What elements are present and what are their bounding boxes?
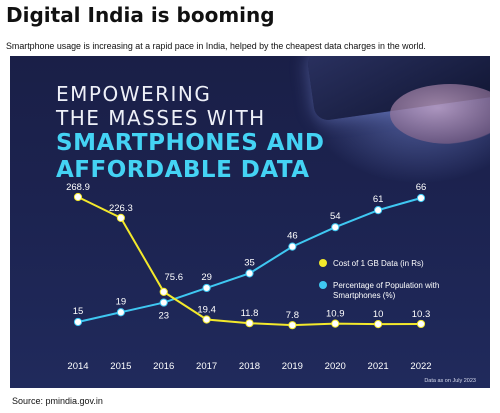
x-tick-label: 2018	[239, 361, 260, 372]
legend-smartphone-share-swatch	[319, 281, 327, 289]
data-cost-point	[159, 287, 168, 296]
data-cost-point	[331, 319, 340, 328]
smartphone-share-label: 54	[330, 211, 341, 222]
x-tick-label: 2020	[325, 361, 346, 372]
data-cost-label: 10.9	[326, 309, 345, 320]
smartphone-share-point	[416, 193, 426, 203]
smartphone-share-point	[331, 223, 340, 232]
x-tick-label: 2021	[368, 361, 389, 372]
smartphone-share-point	[288, 242, 297, 251]
x-tick-label: 2017	[196, 361, 217, 372]
data-cost-label: 10	[373, 309, 384, 320]
data-cost-point	[416, 319, 426, 329]
smartphone-share-point	[159, 298, 168, 307]
x-tick-label: 2014	[67, 361, 88, 372]
smartphone-share-point	[116, 308, 125, 317]
data-cost-label: 10.3	[412, 309, 431, 320]
data-cost-point	[116, 213, 125, 223]
x-tick-label: 2016	[153, 361, 174, 372]
footnote: Data as on July 2023	[424, 378, 476, 384]
line-chart: 2014 2015 2016 2017 2018 2019 2020 2021 2022 268.…	[66, 182, 476, 384]
smartphone-share-label: 46	[287, 231, 298, 242]
smartphone-share-label: 61	[373, 194, 384, 205]
legend-data-cost-label: Cost of 1 GB Data (in Rs)	[333, 259, 424, 268]
smartphone-share-label: 29	[201, 272, 212, 283]
data-cost-point	[245, 319, 254, 328]
smartphone-share-label: 15	[73, 306, 84, 317]
smartphone-share-label: 35	[244, 257, 255, 268]
data-cost-point	[288, 321, 297, 330]
smartphone-share-label: 23	[158, 311, 169, 322]
hero-line-1: EMPOWERING	[56, 82, 212, 106]
x-tick-label: 2015	[110, 361, 131, 372]
hero-line-4: AFFORDABLE DATA	[56, 157, 310, 183]
legend-label-line: Smartphones (%)	[333, 291, 396, 300]
data-cost-label: 226.3	[109, 203, 133, 214]
x-tick-label: 2019	[282, 361, 303, 372]
smartphone-share-point	[374, 206, 383, 215]
legend-smartphone-share-label: Percentage of Population with Smartphones…	[333, 281, 439, 300]
legend-label-line: Percentage of Population with	[333, 281, 439, 290]
data-cost-point	[374, 319, 383, 329]
data-cost-label: 19.4	[197, 304, 216, 315]
infographic-panel: EMPOWERING THE MASSES WITH SMARTPHONES A…	[10, 56, 490, 388]
smartphone-share-label: 19	[116, 296, 127, 307]
smartphone-share-label: 66	[416, 182, 427, 193]
headline: Digital India is booming	[6, 3, 275, 27]
smartphone-share-point	[245, 269, 254, 278]
data-cost-point	[202, 315, 211, 324]
data-cost-label: 75.6	[165, 272, 184, 283]
hand-image	[390, 84, 490, 144]
subheadline: Smartphone usage is increasing at a rapi…	[6, 41, 426, 51]
smartphone-share-point	[73, 317, 83, 327]
hero-line-2: THE MASSES WITH	[56, 106, 266, 130]
data-cost-label: 11.8	[241, 308, 259, 319]
legend-data-cost-swatch	[319, 259, 327, 267]
hero-line-3: SMARTPHONES AND	[56, 130, 325, 156]
data-cost-point	[73, 192, 83, 202]
data-cost-label: 268.9	[66, 182, 90, 193]
source-note: Source: pmindia.gov.in	[12, 396, 103, 406]
data-cost-label: 7.8	[286, 310, 299, 321]
x-tick-label: 2022	[410, 361, 431, 372]
smartphone-share-point	[202, 283, 211, 293]
